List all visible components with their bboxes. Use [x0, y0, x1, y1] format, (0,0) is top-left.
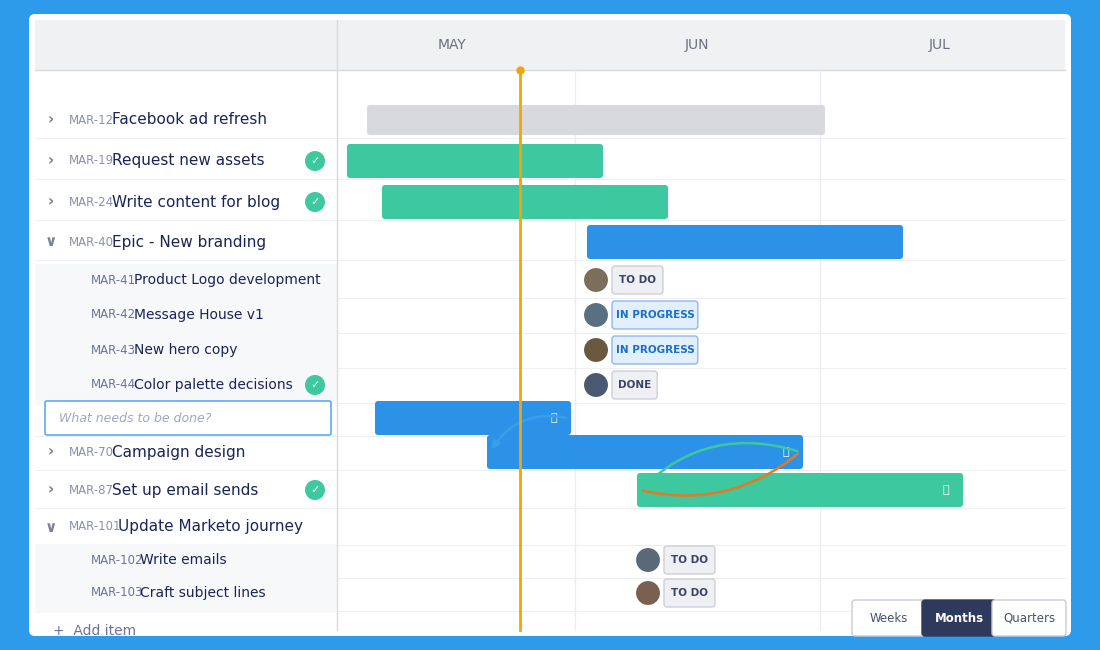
Text: TO DO: TO DO: [671, 588, 708, 598]
Text: ›: ›: [48, 482, 54, 497]
FancyBboxPatch shape: [664, 579, 715, 607]
Circle shape: [583, 337, 609, 363]
Text: MAR-24: MAR-24: [69, 196, 114, 209]
Text: Product Logo development: Product Logo development: [134, 273, 321, 287]
Bar: [35, 334, 337, 370]
Circle shape: [635, 547, 661, 573]
Circle shape: [583, 372, 609, 398]
Text: +  Add item: + Add item: [53, 624, 136, 638]
Text: ✓: ✓: [310, 156, 320, 166]
Circle shape: [635, 580, 661, 606]
Text: Message House v1: Message House v1: [134, 308, 264, 322]
FancyBboxPatch shape: [664, 546, 715, 574]
Text: Write content for blog: Write content for blog: [112, 194, 280, 209]
Text: TO DO: TO DO: [619, 275, 656, 285]
FancyBboxPatch shape: [612, 336, 697, 364]
FancyBboxPatch shape: [637, 473, 962, 507]
Text: ✓: ✓: [310, 485, 320, 495]
Text: Set up email sends: Set up email sends: [112, 482, 258, 497]
Text: Facebook ad refresh: Facebook ad refresh: [112, 112, 267, 127]
Bar: [35, 369, 337, 405]
Text: Craft subject lines: Craft subject lines: [141, 586, 266, 600]
Text: MAY: MAY: [438, 38, 466, 52]
Circle shape: [305, 192, 324, 212]
FancyBboxPatch shape: [45, 401, 331, 435]
Text: ∨: ∨: [45, 235, 57, 250]
Text: ✓: ✓: [310, 380, 320, 390]
FancyBboxPatch shape: [587, 225, 903, 259]
Text: MAR-102: MAR-102: [91, 554, 143, 567]
Text: MAR-103: MAR-103: [91, 586, 143, 599]
Text: Update Marketo journey: Update Marketo journey: [119, 519, 304, 534]
Text: Months: Months: [934, 612, 983, 625]
Text: Write emails: Write emails: [141, 553, 227, 567]
Text: MAR-101: MAR-101: [69, 521, 121, 534]
FancyBboxPatch shape: [992, 600, 1066, 636]
Text: MAR-43: MAR-43: [91, 343, 136, 356]
Text: ✓: ✓: [310, 197, 320, 207]
Circle shape: [305, 375, 324, 395]
Circle shape: [583, 302, 609, 328]
Bar: [35, 299, 337, 335]
Text: New hero copy: New hero copy: [134, 343, 238, 357]
Bar: [35, 26, 1065, 70]
Text: MAR-87: MAR-87: [69, 484, 114, 497]
FancyBboxPatch shape: [346, 144, 603, 178]
Text: JUL: JUL: [930, 38, 950, 52]
FancyBboxPatch shape: [612, 301, 697, 329]
Circle shape: [583, 267, 609, 293]
Text: MAR-40: MAR-40: [69, 235, 114, 248]
FancyBboxPatch shape: [367, 105, 825, 135]
Bar: [35, 577, 337, 613]
FancyBboxPatch shape: [612, 371, 657, 399]
Text: ›: ›: [48, 445, 54, 460]
FancyBboxPatch shape: [487, 435, 803, 469]
Text: IN PROGRESS: IN PROGRESS: [616, 310, 694, 320]
Text: ∨: ∨: [45, 519, 57, 534]
Text: ›: ›: [48, 112, 54, 127]
Text: Quarters: Quarters: [1003, 612, 1055, 625]
Text: ⛓: ⛓: [783, 447, 790, 457]
Circle shape: [305, 151, 324, 171]
Text: Color palette decisions: Color palette decisions: [134, 378, 293, 392]
FancyBboxPatch shape: [852, 600, 926, 636]
Bar: [35, 264, 337, 300]
Text: MAR-41: MAR-41: [91, 274, 136, 287]
Text: MAR-44: MAR-44: [91, 378, 136, 391]
Text: Weeks: Weeks: [870, 612, 909, 625]
Text: Campaign design: Campaign design: [112, 445, 245, 460]
FancyBboxPatch shape: [375, 401, 571, 435]
Text: MAR-70: MAR-70: [69, 445, 114, 458]
Text: Request new assets: Request new assets: [112, 153, 265, 168]
Text: JUN: JUN: [684, 38, 710, 52]
Text: MAR-12: MAR-12: [69, 114, 114, 127]
Bar: [35, 544, 337, 580]
FancyBboxPatch shape: [382, 185, 668, 219]
FancyBboxPatch shape: [612, 266, 663, 294]
FancyBboxPatch shape: [29, 14, 1071, 636]
Text: ›: ›: [48, 194, 54, 209]
FancyBboxPatch shape: [922, 600, 996, 636]
Text: TO DO: TO DO: [671, 555, 708, 565]
Text: MAR-19: MAR-19: [69, 155, 114, 168]
Text: ⛓: ⛓: [551, 413, 558, 423]
FancyBboxPatch shape: [35, 20, 1065, 70]
Text: IN PROGRESS: IN PROGRESS: [616, 345, 694, 355]
Text: ⛓: ⛓: [943, 485, 949, 495]
Text: DONE: DONE: [618, 380, 651, 390]
Text: What needs to be done?: What needs to be done?: [59, 411, 211, 424]
Text: ›: ›: [48, 153, 54, 168]
Circle shape: [305, 480, 324, 500]
Text: MAR-42: MAR-42: [91, 309, 136, 322]
Text: Epic - New branding: Epic - New branding: [112, 235, 266, 250]
